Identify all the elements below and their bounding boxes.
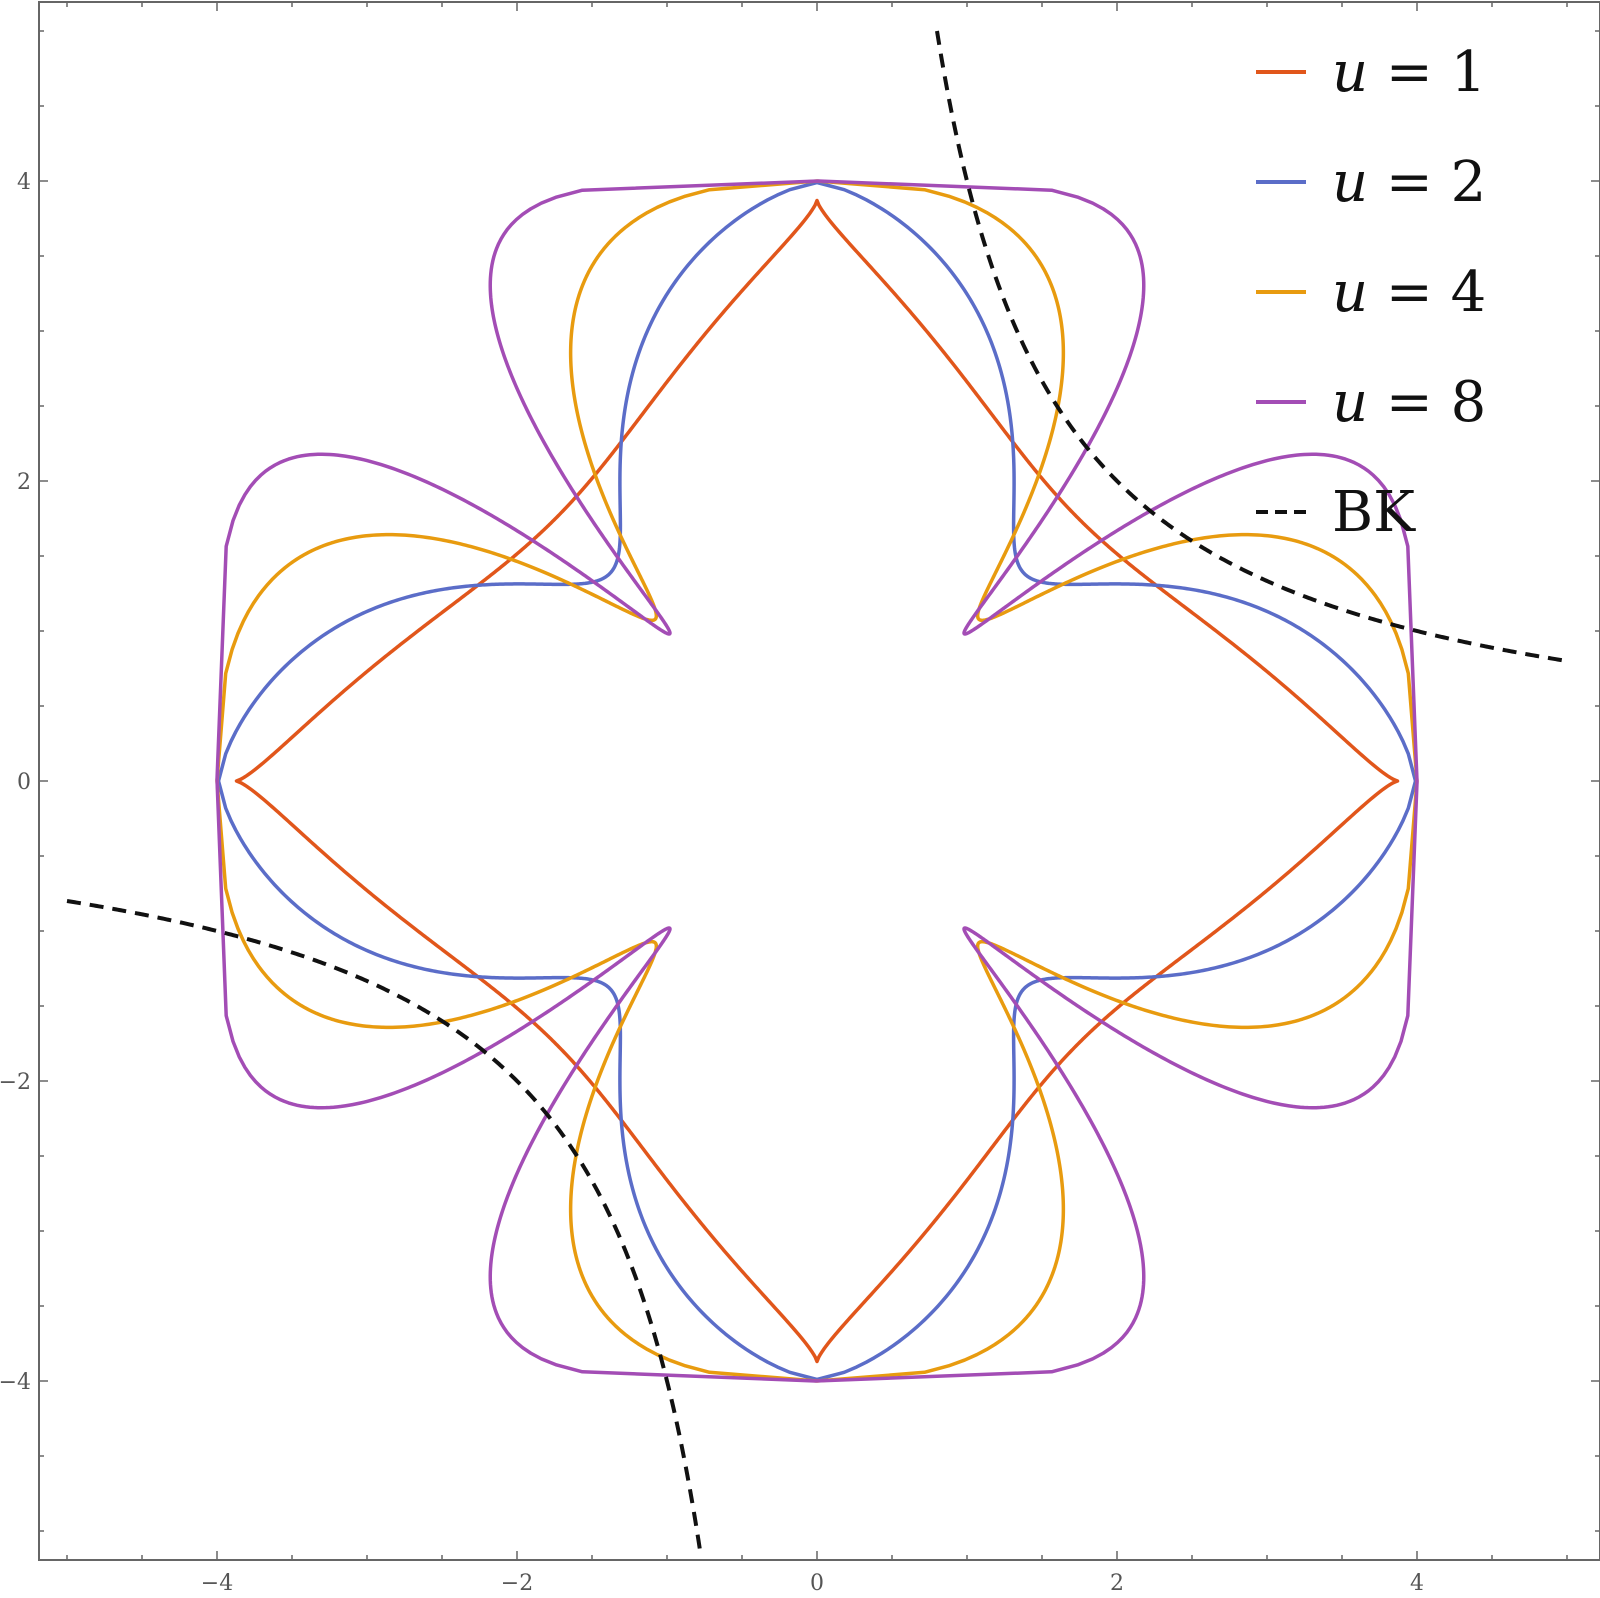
legend-label-value: = 4 [1368, 260, 1486, 325]
legend-label: BK [1332, 480, 1416, 545]
y-tick-label: −2 [0, 1070, 31, 1095]
legend: u = 1u = 2u = 4u = 8BK [1256, 40, 1486, 545]
y-tick-label: 0 [17, 770, 31, 795]
legend-label-variable: u [1332, 40, 1368, 105]
legend-label-value: = 8 [1368, 370, 1486, 435]
plot-frame [38, 1, 1600, 1561]
y-tick-label: 4 [17, 170, 31, 195]
series-line-bk [66, 30, 1568, 1551]
legend-label-value: = 2 [1368, 150, 1486, 215]
legend-label-variable: u [1332, 370, 1368, 435]
legend-label-value: BK [1332, 480, 1416, 545]
legend-label: u = 2 [1332, 150, 1486, 215]
x-tick-label: 0 [810, 1571, 824, 1596]
y-tick-label: −4 [0, 1370, 31, 1395]
legend-label: u = 8 [1332, 370, 1486, 435]
series-line-u1 [234, 198, 1400, 1364]
plot-curves [66, 30, 1568, 1551]
legend-label: u = 4 [1332, 260, 1486, 325]
legend-label: u = 1 [1332, 40, 1486, 105]
x-tick-label: 2 [1110, 1571, 1124, 1596]
x-tick-label: −2 [501, 1571, 533, 1596]
legend-label-variable: u [1332, 150, 1368, 215]
axis-tick-labels: −4 −2 0 2 4 −4 −2 0 2 4 [0, 170, 1424, 1596]
axis-ticks [39, 2, 1600, 1560]
y-tick-label: 2 [17, 470, 31, 495]
legend-label-variable: u [1332, 260, 1368, 325]
x-tick-label: 4 [1410, 1571, 1424, 1596]
series-line-u4 [215, 179, 1419, 1383]
legend-label-value: = 1 [1368, 40, 1486, 105]
x-tick-label: −4 [201, 1571, 233, 1596]
series-line-u8 [215, 179, 1419, 1383]
